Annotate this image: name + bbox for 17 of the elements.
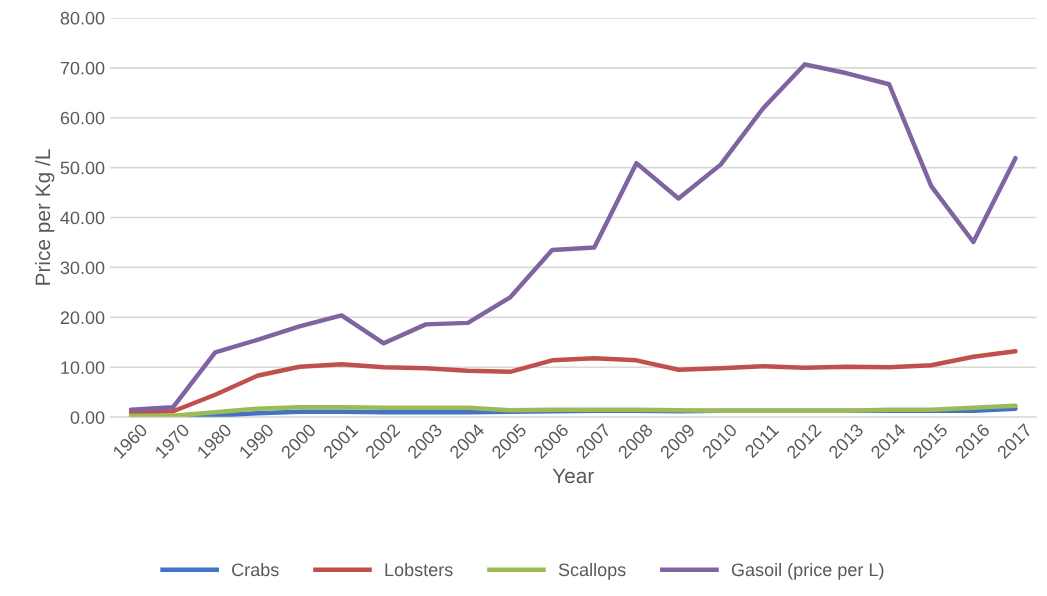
line-series: [128, 349, 1018, 415]
y-tick-label: 70.00: [60, 61, 105, 75]
y-tick-label: 40.00: [60, 211, 105, 225]
y-tick-label: 20.00: [60, 311, 105, 325]
y-tick-label: 80.00: [60, 11, 105, 25]
y-tick-label: 50.00: [60, 161, 105, 175]
y-axis-title: Price per Kg /L: [34, 149, 55, 285]
y-tick-label: 10.00: [61, 361, 105, 375]
legend-label: Crabs: [232, 562, 279, 577]
line-series: [128, 62, 1018, 412]
legend-label: Gasoil (price per L): [731, 562, 884, 580]
y-tick-label: 0.00: [70, 411, 105, 424]
y-tick-label: 60.00: [60, 111, 105, 125]
y-tick-label: 30.00: [60, 261, 105, 275]
legend-label: Scallops: [558, 562, 626, 580]
x-axis-title: Year: [552, 468, 594, 484]
legend-label: Lobsters: [385, 562, 453, 577]
